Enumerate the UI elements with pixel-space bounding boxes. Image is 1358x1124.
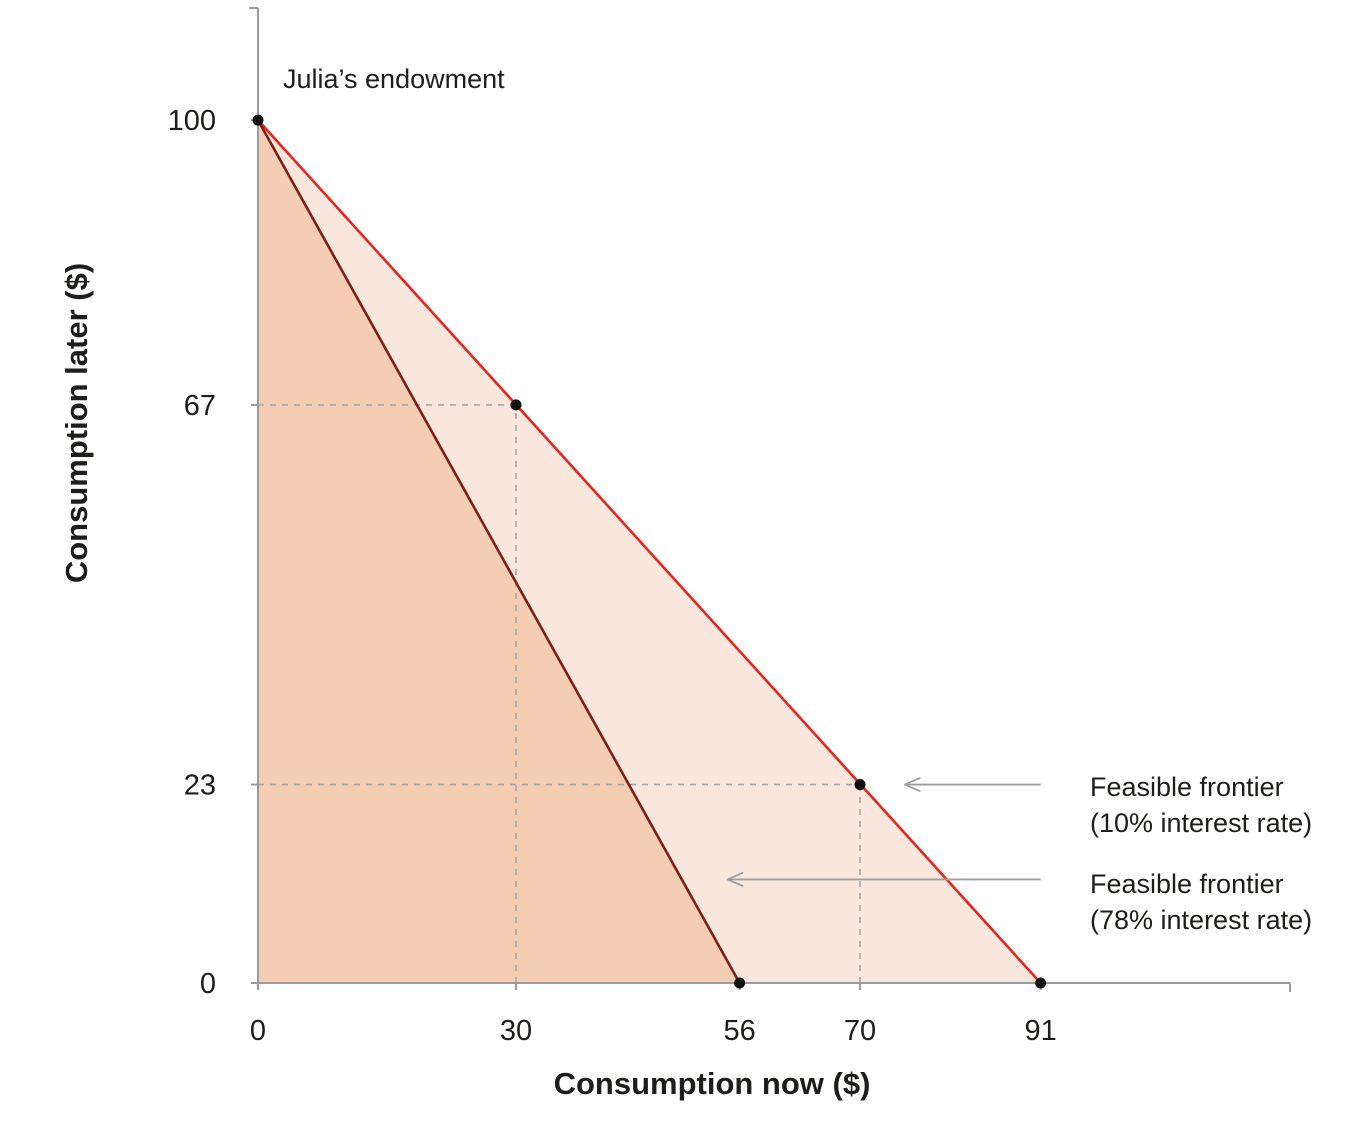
annotation-arrowhead-0 bbox=[903, 777, 921, 792]
data-point-70-23 bbox=[854, 779, 866, 791]
annotation-frontier-78: Feasible frontier (78% interest rate) bbox=[1090, 866, 1312, 938]
annotation-frontier-10: Feasible frontier (10% interest rate) bbox=[1090, 769, 1312, 841]
frontier-line-1 bbox=[256, 118, 741, 985]
y-tick-label-0: 0 bbox=[200, 968, 216, 1000]
annotation-text-line: Feasible frontier bbox=[1090, 869, 1284, 899]
data-point-30-67 bbox=[510, 399, 522, 411]
y-tick-label-67: 67 bbox=[184, 390, 216, 422]
x-tick-label-70: 70 bbox=[844, 1015, 876, 1047]
annotation-text-line: (78% interest rate) bbox=[1090, 905, 1313, 935]
x-tick-label-56: 56 bbox=[723, 1015, 755, 1047]
data-point-91-0 bbox=[1035, 977, 1047, 989]
y-tick-label-100: 100 bbox=[168, 105, 216, 137]
x-axis-title: Consumption now ($) bbox=[553, 1066, 871, 1101]
x-tick-label-0: 0 bbox=[250, 1015, 266, 1047]
y-axis-title: Consumption later ($) bbox=[59, 262, 94, 584]
endowment-label: Julia’s endowment bbox=[283, 64, 505, 94]
annotation-text-line: Feasible frontier bbox=[1090, 772, 1284, 802]
data-point-56-0 bbox=[734, 977, 746, 989]
frontier-line-0 bbox=[256, 118, 1042, 985]
data-point-0-100 bbox=[252, 114, 264, 126]
x-tick-label-30: 30 bbox=[500, 1015, 532, 1047]
annotation-arrowhead-1 bbox=[726, 872, 744, 887]
x-tick-label-91: 91 bbox=[1024, 1015, 1056, 1047]
y-tick-label-23: 23 bbox=[184, 770, 216, 802]
annotation-text-line: (10% interest rate) bbox=[1090, 808, 1313, 838]
